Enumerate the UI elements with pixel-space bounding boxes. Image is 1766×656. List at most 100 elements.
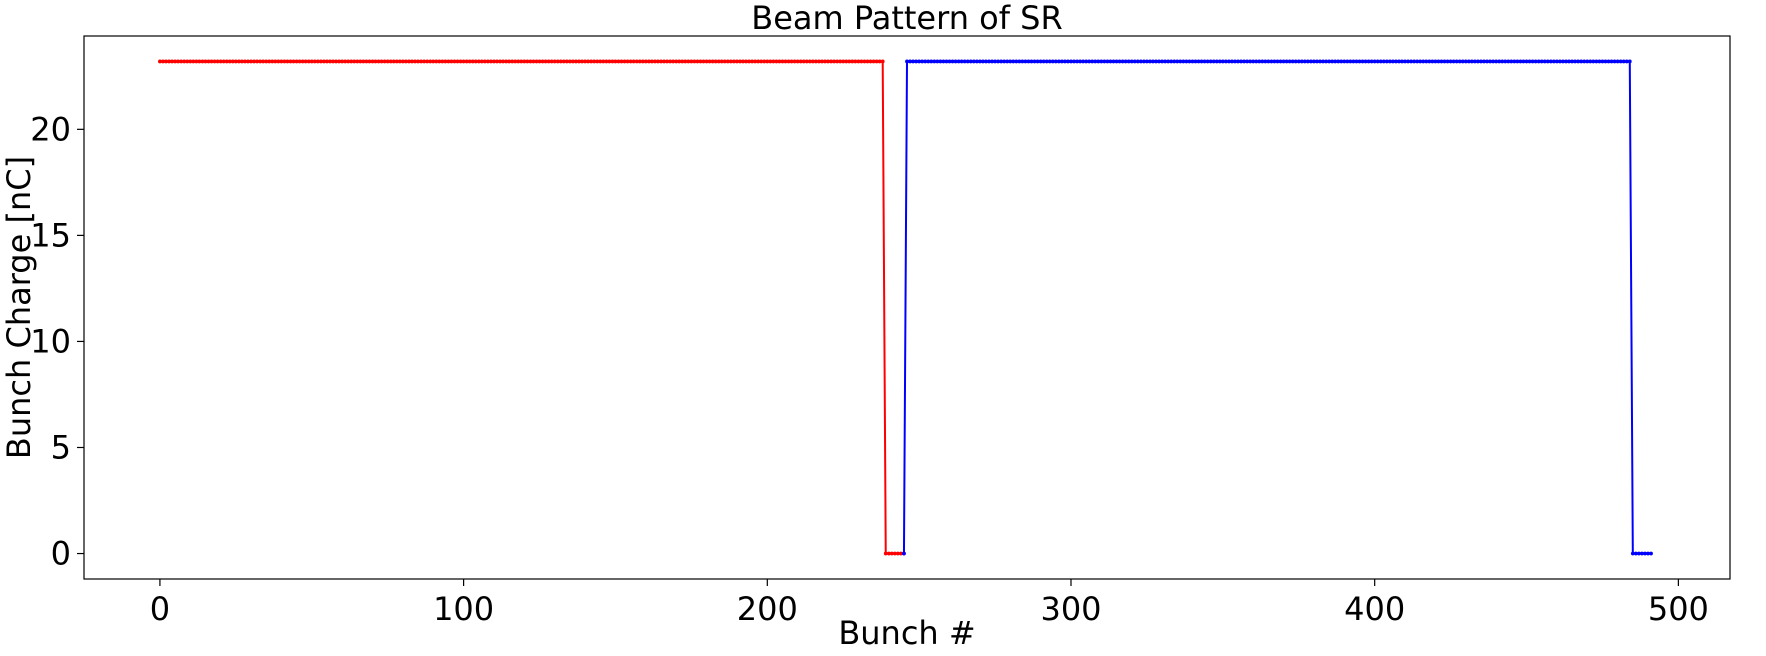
data-point xyxy=(1284,59,1289,64)
data-point xyxy=(1166,59,1171,64)
data-point xyxy=(464,59,469,64)
data-point xyxy=(1141,59,1146,64)
data-point xyxy=(1624,59,1629,64)
data-point xyxy=(1381,59,1386,64)
data-point xyxy=(1263,59,1268,64)
data-point xyxy=(656,59,660,64)
data-point xyxy=(911,59,915,64)
data-point xyxy=(1621,59,1626,64)
data-point xyxy=(558,59,563,64)
data-point xyxy=(1400,59,1404,64)
data-point xyxy=(583,59,587,64)
data-point xyxy=(789,59,794,64)
data-point xyxy=(440,59,445,64)
data-point xyxy=(218,59,223,64)
data-point xyxy=(671,59,676,64)
data-point xyxy=(832,59,837,64)
data-point xyxy=(373,59,378,64)
data-point xyxy=(1190,59,1195,64)
data-point xyxy=(701,59,706,64)
data-point xyxy=(574,59,578,64)
series-markers-0 xyxy=(158,59,906,556)
data-point xyxy=(1072,59,1076,64)
data-point xyxy=(732,59,736,64)
data-point xyxy=(792,59,797,64)
data-point xyxy=(185,59,190,64)
data-point xyxy=(1482,59,1486,64)
data-point xyxy=(467,59,472,64)
data-point xyxy=(1342,59,1347,64)
data-point xyxy=(1223,59,1228,64)
data-point xyxy=(932,59,937,64)
data-point xyxy=(300,59,305,64)
data-point xyxy=(1330,59,1335,64)
data-point xyxy=(668,59,673,64)
data-point xyxy=(1469,59,1474,64)
data-point xyxy=(161,59,165,64)
data-point xyxy=(589,59,594,64)
data-point xyxy=(1591,59,1596,64)
data-point xyxy=(461,59,466,64)
series-markers-1 xyxy=(902,59,1653,556)
data-point xyxy=(513,59,518,64)
data-point xyxy=(880,59,885,64)
data-point xyxy=(744,59,748,64)
data-point xyxy=(1242,59,1246,64)
data-point xyxy=(282,59,287,64)
data-point xyxy=(1275,59,1280,64)
data-point xyxy=(756,59,761,64)
data-point xyxy=(765,59,770,64)
data-point xyxy=(987,59,991,64)
data-point xyxy=(1230,59,1234,64)
data-point xyxy=(1175,59,1180,64)
data-point xyxy=(853,59,858,64)
y-axis: 0 5 10 15 20 xyxy=(30,110,84,573)
data-point xyxy=(1053,59,1058,64)
data-point xyxy=(1257,59,1262,64)
data-point xyxy=(1542,59,1547,64)
data-point xyxy=(367,59,372,64)
data-point xyxy=(877,59,882,64)
data-point xyxy=(1087,59,1092,64)
data-point xyxy=(1129,59,1134,64)
data-point xyxy=(917,59,922,64)
data-point xyxy=(486,59,490,64)
data-point xyxy=(173,59,178,64)
data-point xyxy=(1114,59,1119,64)
data-point xyxy=(595,59,600,64)
data-point xyxy=(798,59,803,64)
data-point xyxy=(774,59,779,64)
data-point xyxy=(622,59,627,64)
data-point xyxy=(249,59,253,64)
data-point xyxy=(376,59,381,64)
data-point xyxy=(1603,59,1608,64)
data-point xyxy=(1251,59,1256,64)
data-point xyxy=(318,59,323,64)
data-point xyxy=(1321,59,1325,64)
data-point xyxy=(328,59,332,64)
data-point xyxy=(899,551,903,556)
data-point xyxy=(1059,59,1064,64)
data-point xyxy=(1612,59,1617,64)
data-point xyxy=(1500,59,1505,64)
data-point xyxy=(340,59,345,64)
data-point xyxy=(722,59,727,64)
data-point xyxy=(1345,59,1350,64)
data-point xyxy=(868,59,873,64)
data-point xyxy=(534,59,539,64)
data-point xyxy=(1360,59,1365,64)
data-point xyxy=(209,59,214,64)
data-point xyxy=(1451,59,1456,64)
data-point xyxy=(370,59,375,64)
data-point xyxy=(1066,59,1070,64)
data-point xyxy=(522,59,527,64)
data-point xyxy=(1512,59,1517,64)
data-point xyxy=(279,59,284,64)
data-point xyxy=(692,59,697,64)
data-point xyxy=(1063,59,1067,64)
data-point xyxy=(1117,59,1122,64)
data-point xyxy=(1093,59,1098,64)
data-point xyxy=(337,59,341,64)
data-point xyxy=(908,59,912,64)
data-point xyxy=(1524,59,1529,64)
